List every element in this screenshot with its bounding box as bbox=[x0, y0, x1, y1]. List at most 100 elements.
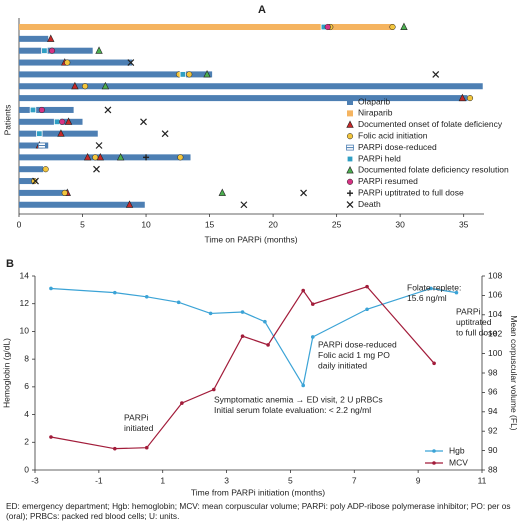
y-tick-label: 8 bbox=[24, 353, 29, 363]
bar bbox=[19, 35, 49, 42]
triangle bbox=[64, 117, 73, 125]
circle bbox=[59, 118, 66, 125]
annotation: to full dose bbox=[456, 327, 497, 337]
circle bbox=[61, 189, 68, 196]
event-marker bbox=[83, 152, 92, 161]
data-point bbox=[144, 445, 149, 450]
circle bbox=[389, 23, 396, 31]
y2-tick-label: 108 bbox=[488, 270, 502, 280]
bar bbox=[19, 106, 74, 113]
legend-marker bbox=[346, 201, 354, 209]
event-marker bbox=[42, 166, 49, 173]
triangle bbox=[203, 70, 211, 78]
data-point bbox=[49, 286, 53, 291]
circle bbox=[186, 71, 193, 78]
event-marker bbox=[116, 152, 125, 161]
event-marker bbox=[71, 81, 79, 90]
data-point bbox=[240, 310, 245, 314]
legend-label: Hgb bbox=[449, 445, 465, 455]
event-marker bbox=[432, 70, 440, 78]
event-marker bbox=[143, 154, 150, 161]
event-marker bbox=[240, 201, 248, 209]
triangle bbox=[400, 22, 408, 31]
data-point bbox=[113, 446, 117, 451]
legend-label: PARPi uptitrated to full dose bbox=[358, 187, 464, 197]
circle bbox=[82, 83, 89, 90]
circle bbox=[64, 59, 71, 66]
event-marker bbox=[48, 47, 56, 54]
bar bbox=[19, 142, 49, 149]
event-marker bbox=[177, 154, 184, 161]
event-marker bbox=[31, 178, 38, 185]
triangle bbox=[47, 34, 55, 42]
circle bbox=[177, 154, 184, 161]
legend-label: Olaparib bbox=[358, 96, 390, 106]
square bbox=[29, 106, 37, 114]
series-line bbox=[50, 287, 457, 388]
data-point bbox=[240, 334, 245, 338]
bar bbox=[19, 24, 394, 30]
annotation: Folate replete: bbox=[407, 282, 461, 292]
event-marker bbox=[300, 189, 308, 197]
event-marker bbox=[127, 59, 135, 66]
y2-tick-label: 100 bbox=[488, 348, 502, 358]
x-axis-label: Time from PARPi initiation (months) bbox=[191, 487, 325, 497]
legend-marker bbox=[432, 449, 436, 453]
event-marker bbox=[218, 188, 226, 196]
y2-tick-label: 96 bbox=[488, 387, 498, 397]
triangle bbox=[83, 152, 92, 161]
triangle bbox=[218, 188, 226, 196]
legend-marker bbox=[346, 144, 354, 151]
data-point bbox=[180, 401, 184, 405]
y-tick-label: 10 bbox=[20, 326, 30, 336]
event-marker bbox=[64, 117, 73, 125]
legend-marker bbox=[347, 190, 353, 197]
y2-tick-label: 102 bbox=[488, 328, 502, 338]
stroke bbox=[240, 201, 248, 209]
bar bbox=[19, 47, 93, 54]
x-tick-label: 10 bbox=[141, 219, 151, 229]
data-point bbox=[365, 284, 369, 289]
y-axis-label: Hemoglobin (g/dL) bbox=[1, 338, 11, 408]
stroke bbox=[346, 201, 354, 209]
y2-tick-label: 104 bbox=[488, 309, 502, 319]
event-marker bbox=[47, 34, 55, 42]
data-point bbox=[432, 361, 436, 366]
x-tick-label: 3 bbox=[224, 475, 229, 485]
legend-marker bbox=[432, 461, 436, 465]
stroke bbox=[161, 130, 169, 138]
data-point bbox=[429, 286, 433, 291]
circle bbox=[346, 178, 354, 185]
event-marker bbox=[95, 142, 103, 149]
y-tick-label: 6 bbox=[24, 381, 29, 391]
triangle bbox=[101, 81, 110, 90]
event-marker bbox=[41, 47, 48, 54]
data-point bbox=[212, 387, 216, 392]
x-tick-label: 25 bbox=[332, 219, 342, 229]
legend-label: PARPi dose-reduced bbox=[358, 142, 437, 152]
stroke bbox=[32, 177, 39, 185]
triangle bbox=[458, 93, 467, 102]
square bbox=[179, 71, 187, 78]
annotation: Folic acid 1 mg PO bbox=[318, 350, 390, 360]
triangle bbox=[346, 120, 354, 128]
x-tick-label: 5 bbox=[80, 219, 85, 229]
legend-marker bbox=[346, 120, 354, 128]
x-tick-label: 20 bbox=[268, 219, 278, 229]
legend-label: Niraparib bbox=[358, 108, 393, 118]
stroke bbox=[127, 59, 135, 66]
stroke bbox=[432, 70, 440, 78]
annotation: Initial serum folate evaluation: < 2.2 n… bbox=[214, 405, 371, 415]
event-marker bbox=[186, 71, 193, 78]
legend-label: PARPi held bbox=[358, 153, 401, 163]
annotation: 15.6 ng/ml bbox=[407, 293, 447, 303]
event-marker bbox=[59, 118, 66, 125]
event-marker bbox=[203, 70, 211, 78]
triangle bbox=[125, 200, 134, 208]
legend-label: Documented folate deficiency resolution bbox=[358, 165, 509, 175]
data-point bbox=[266, 343, 270, 347]
data-point bbox=[310, 335, 315, 339]
triangle bbox=[71, 81, 79, 90]
event-marker bbox=[93, 165, 100, 173]
